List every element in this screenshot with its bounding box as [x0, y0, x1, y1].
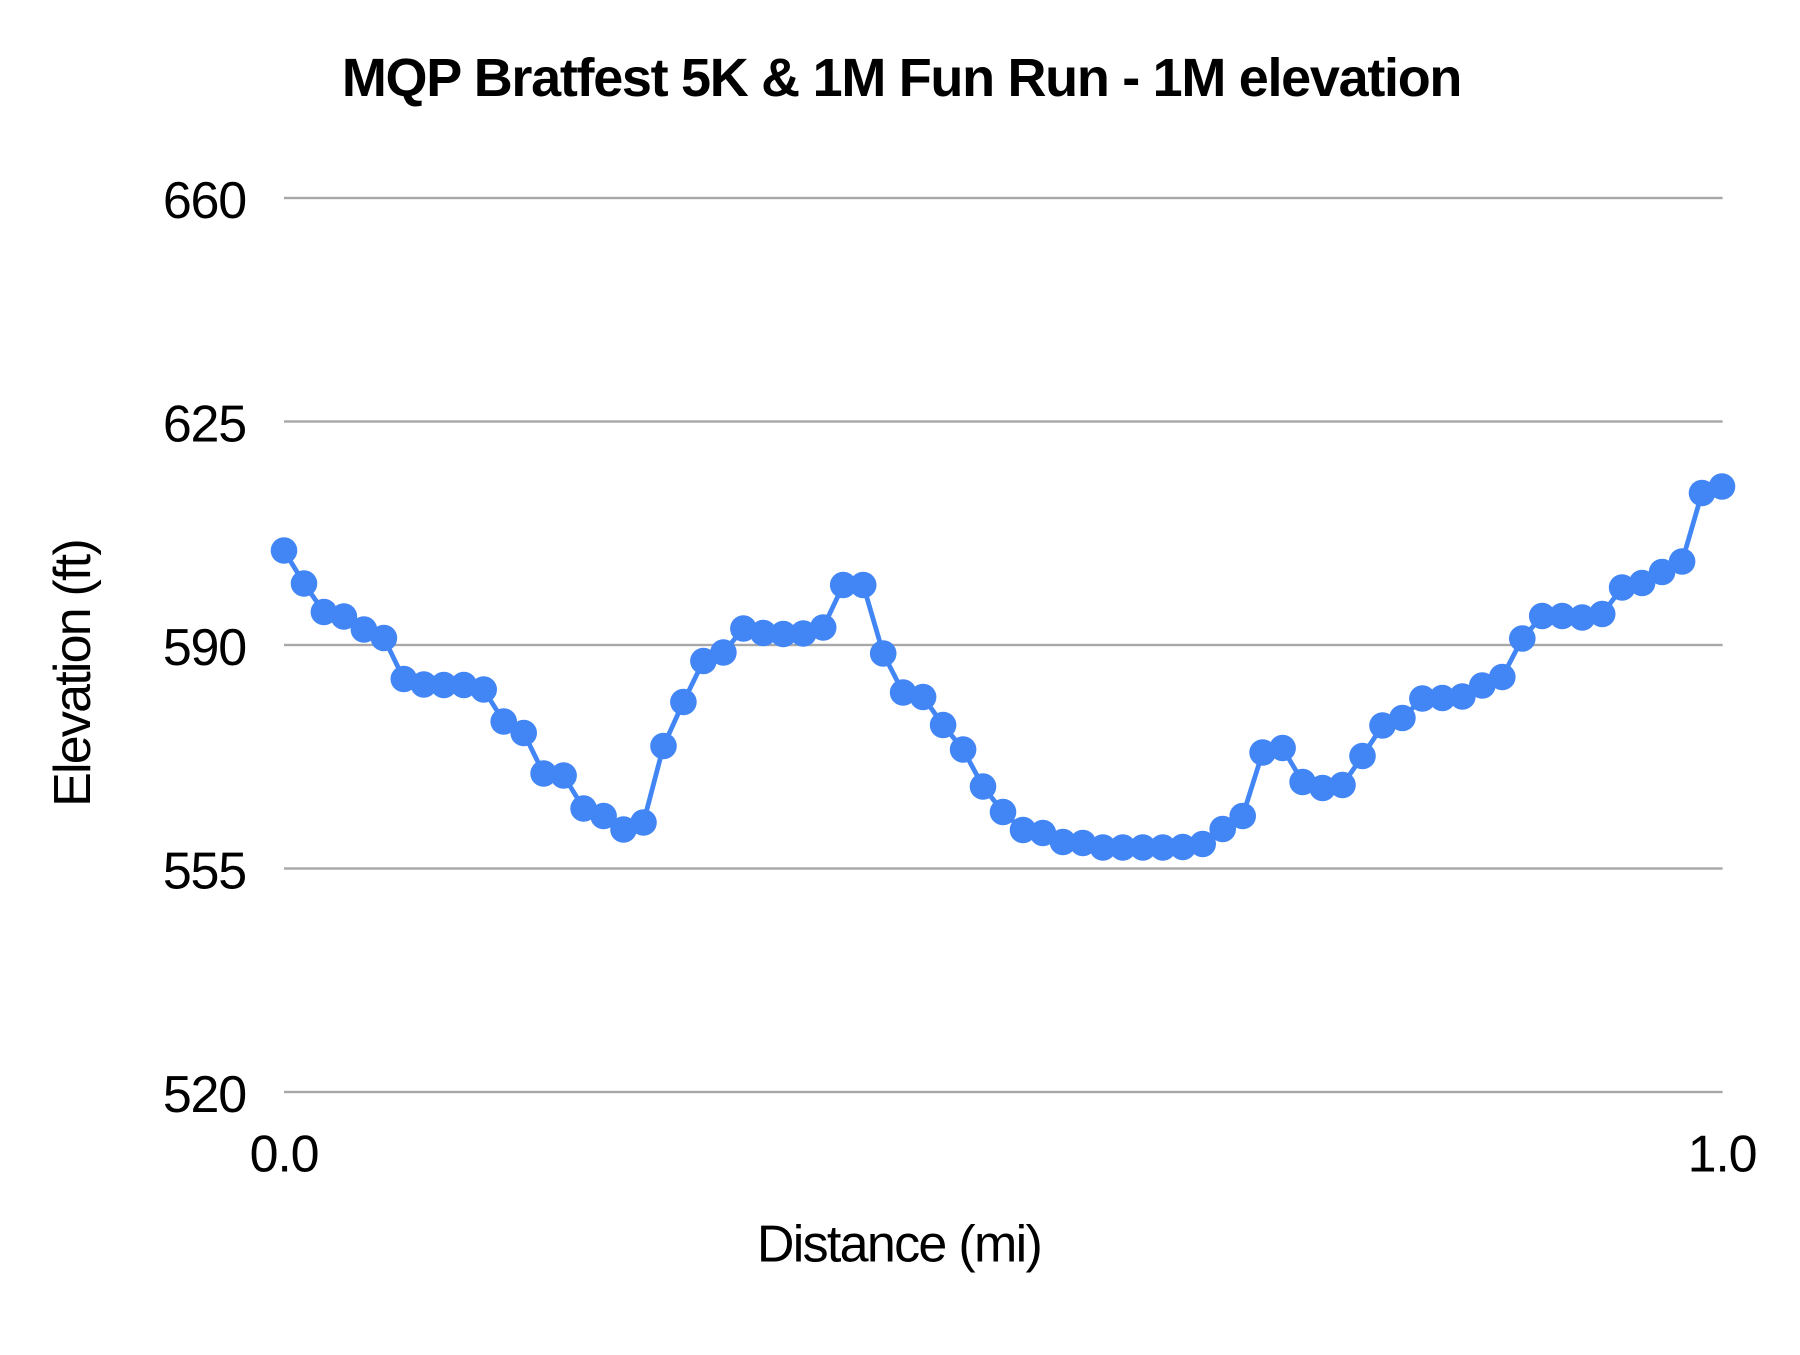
- svg-text:660: 660: [163, 172, 246, 230]
- svg-text:1.0: 1.0: [1688, 1126, 1757, 1184]
- svg-text:520: 520: [163, 1066, 246, 1124]
- svg-text:555: 555: [163, 843, 246, 901]
- svg-text:625: 625: [163, 396, 246, 454]
- svg-text:Distance (mi): Distance (mi): [757, 1216, 1041, 1274]
- svg-text:590: 590: [163, 619, 246, 677]
- svg-text:MQP Bratfest 5K & 1M Fun Run -: MQP Bratfest 5K & 1M Fun Run - 1M elevat…: [342, 48, 1461, 108]
- svg-text:0.0: 0.0: [250, 1126, 319, 1184]
- svg-text:Elevation (ft): Elevation (ft): [44, 540, 102, 807]
